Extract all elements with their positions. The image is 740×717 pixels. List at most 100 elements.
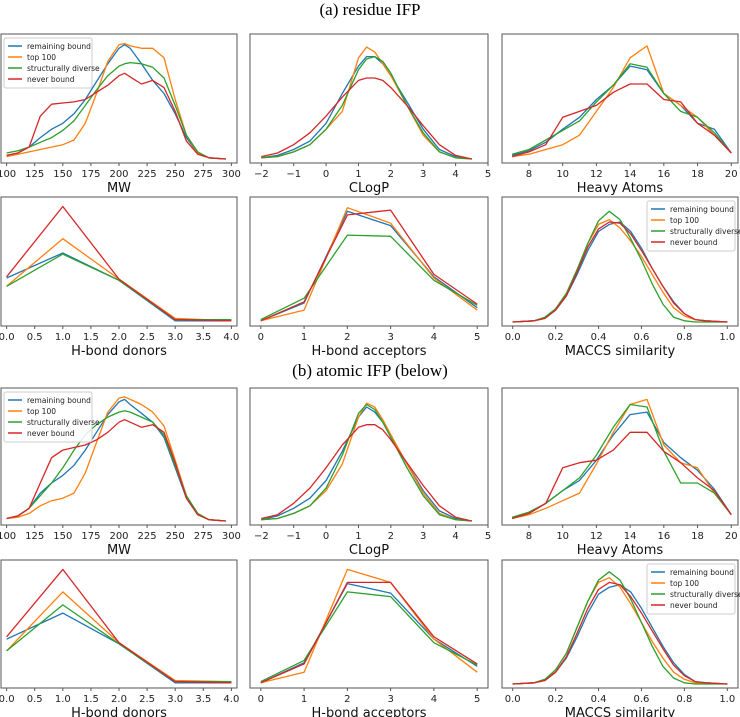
series-line-top-100 (260, 568, 478, 684)
x-axis-label: MACCS similarity (565, 344, 676, 359)
x-tick-label: 5 (485, 531, 491, 542)
subplot-mw: 100 125 150 175 200 225 250 275 300 MW remaining b… (0, 33, 241, 196)
series-line-top-100 (260, 207, 478, 322)
x-tick-label: 2 (388, 169, 394, 180)
x-tick-label: 175 (81, 531, 100, 542)
series-line-structurally-diverse (511, 63, 732, 155)
series-line-top-100 (512, 45, 732, 158)
legend-label: never bound (27, 429, 75, 438)
x-tick-label: 18 (691, 531, 704, 542)
x-tick-label: 14 (624, 531, 637, 542)
x-tick-label: 0 (258, 694, 264, 705)
x-tick-label: 3 (387, 694, 393, 705)
x-tick-label: 2.5 (139, 332, 155, 343)
x-tick-label: 200 (109, 169, 128, 180)
series-line-never-bound (512, 221, 728, 323)
series-line-structurally-diverse (512, 210, 728, 323)
x-tick-label: 175 (81, 169, 100, 180)
legend: remaining bound top 100 structurally diver… (3, 37, 100, 89)
x-tick-label: 0.4 (591, 694, 607, 705)
legend-box (3, 391, 93, 443)
plot-frame (249, 33, 489, 164)
series-line-structurally-diverse (512, 571, 728, 685)
x-tick-label: 1.0 (55, 332, 71, 343)
x-tick-label: 1 (301, 332, 307, 343)
series-line-never-bound (512, 581, 728, 685)
x-tick-label: 100 (0, 169, 16, 180)
x-tick-label: 0.5 (27, 694, 43, 705)
subplot-maccs-similarity: 0.0 0.2 0.4 0.6 0.8 1.0 MACCS similarity remain… (501, 196, 740, 359)
legend-label: remaining bound (670, 205, 734, 214)
x-tick-label: 275 (194, 531, 213, 542)
x-tick-label: −2 (254, 531, 269, 542)
series-line-top-100 (261, 46, 472, 160)
series-line-structurally-diverse (260, 234, 478, 321)
legend-label: remaining bound (670, 568, 734, 577)
series-line-never-bound (6, 419, 226, 522)
plot-frame (501, 33, 739, 164)
series-line-remaining-bound (260, 582, 478, 684)
series-line-never-bound (6, 568, 232, 684)
legend-box (646, 200, 736, 252)
x-tick-label: 8 (526, 531, 532, 542)
x-tick-label: 12 (590, 169, 603, 180)
series-line-never-bound (260, 581, 478, 684)
x-tick-label: 2.0 (111, 332, 127, 343)
subplot-clogp: −2 −1 0 1 2 3 4 5 CLogP (249, 387, 491, 558)
x-tick-label: 0 (323, 169, 329, 180)
plot-frame (0, 559, 238, 689)
x-tick-label: 0.0 (505, 332, 521, 343)
x-tick-label: 0.2 (548, 694, 564, 705)
x-axis-label: H-bond donors (71, 344, 167, 359)
legend-label: never bound (27, 75, 75, 84)
x-tick-label: 5 (474, 332, 480, 343)
legend-box (646, 563, 736, 615)
x-tick-label: 20 (725, 169, 738, 180)
x-tick-label: 2.0 (111, 694, 127, 705)
subplot-heavy-atoms: 8 10 12 14 16 18 20 Heavy Atoms (501, 387, 739, 558)
x-tick-label: 1.0 (719, 332, 735, 343)
x-tick-label: 0.8 (676, 694, 692, 705)
subplot-clogp: −2 −1 0 1 2 3 4 5 CLogP (249, 33, 491, 196)
x-tick-label: 5 (485, 169, 491, 180)
x-tick-label: 0.5 (27, 332, 43, 343)
x-tick-label: 3.0 (167, 332, 183, 343)
x-tick-label: 2.5 (139, 694, 155, 705)
x-tick-label: 200 (109, 531, 128, 542)
series-line-top-100 (511, 398, 732, 520)
x-tick-label: 16 (657, 531, 670, 542)
x-tick-label: 1 (355, 531, 361, 542)
plot-frame (501, 387, 739, 526)
x-tick-label: 225 (138, 169, 157, 180)
series-line-top-100 (6, 591, 232, 683)
x-tick-label: 20 (725, 531, 738, 542)
x-tick-label: 4 (431, 332, 437, 343)
x-tick-label: 2 (344, 332, 350, 343)
x-tick-label: 1.5 (83, 332, 99, 343)
x-tick-label: 100 (0, 531, 16, 542)
x-tick-label: 0.8 (676, 332, 692, 343)
x-tick-label: 275 (194, 169, 213, 180)
legend: remaining bound top 100 structurally diver… (646, 563, 740, 615)
legend-label: structurally diverse (670, 227, 740, 236)
x-tick-label: −1 (286, 169, 301, 180)
legend-label: top 100 (27, 53, 56, 62)
x-tick-label: 250 (166, 169, 185, 180)
series-line-remaining-bound (511, 65, 732, 157)
x-axis-label: MW (107, 543, 131, 558)
x-tick-label: 3 (387, 332, 393, 343)
x-tick-label: 16 (657, 169, 670, 180)
plot-frame (249, 196, 489, 327)
x-axis-label: H-bond donors (71, 706, 167, 717)
x-tick-label: 10 (556, 169, 569, 180)
plot-frame (501, 196, 739, 327)
x-tick-label: 1 (355, 169, 361, 180)
series-line-never-bound (261, 77, 472, 160)
x-tick-label: 0.6 (634, 694, 650, 705)
x-tick-label: 4.0 (223, 694, 239, 705)
x-tick-label: 4 (452, 531, 458, 542)
x-tick-label: 14 (624, 169, 637, 180)
x-tick-label: 3.5 (195, 694, 211, 705)
subplot-maccs-similarity: 0.0 0.2 0.4 0.6 0.8 1.0 MACCS similarity remain… (501, 559, 740, 717)
plot-frame (249, 387, 489, 526)
